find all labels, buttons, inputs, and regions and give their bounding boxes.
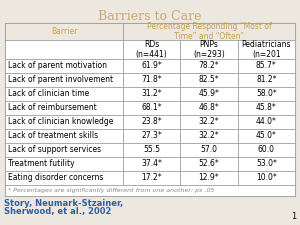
Bar [5, 143, 123, 157]
Text: 17.2*: 17.2* [141, 173, 162, 182]
Text: 81.2*: 81.2* [256, 76, 277, 85]
Bar [123, 171, 180, 185]
Text: Barriers to Care: Barriers to Care [98, 10, 202, 23]
Text: PNPs
(n=293): PNPs (n=293) [193, 40, 225, 59]
Text: 10.0*: 10.0* [256, 173, 277, 182]
Bar [180, 101, 238, 115]
Text: 58.0*: 58.0* [256, 90, 277, 99]
Bar [180, 157, 238, 171]
Bar [238, 59, 295, 73]
Bar [180, 40, 238, 59]
Bar [180, 143, 238, 157]
Bar [238, 87, 295, 101]
Text: Percentage Responding “Most of
Time” and “Often”: Percentage Responding “Most of Time” and… [147, 22, 272, 41]
Bar [5, 73, 123, 87]
Bar [5, 23, 295, 196]
Bar [123, 87, 180, 101]
Bar [5, 157, 123, 171]
Text: Lack of clinician knowledge: Lack of clinician knowledge [8, 117, 113, 126]
Text: 85.7*: 85.7* [256, 61, 277, 70]
Text: Lack of support services: Lack of support services [8, 146, 101, 155]
Text: 27.3*: 27.3* [141, 131, 162, 140]
Bar [123, 115, 180, 129]
Text: 45.8*: 45.8* [256, 104, 277, 112]
Text: 71.8*: 71.8* [141, 76, 162, 85]
Bar [123, 157, 180, 171]
Text: 61.9*: 61.9* [141, 61, 162, 70]
Bar [123, 129, 180, 143]
Bar [180, 171, 238, 185]
Bar [5, 185, 295, 196]
Text: 82.5*: 82.5* [199, 76, 219, 85]
Text: Pediatricians
(n=201: Pediatricians (n=201 [242, 40, 291, 59]
Bar [238, 40, 295, 59]
Bar [180, 129, 238, 143]
Bar [123, 73, 180, 87]
Bar [5, 115, 123, 129]
Text: RDs
(n=441): RDs (n=441) [136, 40, 167, 59]
Text: 52.6*: 52.6* [199, 160, 219, 169]
Bar [5, 59, 123, 73]
Bar [238, 115, 295, 129]
Bar [123, 101, 180, 115]
Text: 32.2*: 32.2* [199, 117, 219, 126]
Bar [238, 143, 295, 157]
Text: Sherwood, et al., 2002: Sherwood, et al., 2002 [4, 207, 111, 216]
Bar [180, 59, 238, 73]
Text: Barrier: Barrier [51, 27, 77, 36]
Text: 46.8*: 46.8* [199, 104, 219, 112]
Bar [180, 87, 238, 101]
Bar [5, 23, 123, 40]
Bar [5, 40, 123, 59]
Bar [238, 171, 295, 185]
Text: 44.0*: 44.0* [256, 117, 277, 126]
Text: Eating disorder concerns: Eating disorder concerns [8, 173, 103, 182]
Text: 31.2*: 31.2* [141, 90, 162, 99]
Text: Lack of clinician time: Lack of clinician time [8, 90, 89, 99]
Bar [123, 59, 180, 73]
Text: 12.9*: 12.9* [199, 173, 219, 182]
Bar [123, 23, 295, 40]
Text: Lack of parent involvement: Lack of parent involvement [8, 76, 113, 85]
Text: 37.4*: 37.4* [141, 160, 162, 169]
Text: Treatment futility: Treatment futility [8, 160, 75, 169]
Text: Lack of treatment skills: Lack of treatment skills [8, 131, 98, 140]
Bar [123, 40, 180, 59]
Text: 55.5: 55.5 [143, 146, 160, 155]
Text: 60.0: 60.0 [258, 146, 275, 155]
Text: 23.8*: 23.8* [141, 117, 162, 126]
Text: Lack of parent motivation: Lack of parent motivation [8, 61, 107, 70]
Text: 68.1*: 68.1* [141, 104, 162, 112]
Bar [5, 171, 123, 185]
Bar [238, 129, 295, 143]
Text: 1: 1 [291, 212, 296, 221]
Bar [238, 157, 295, 171]
Text: 45.9*: 45.9* [199, 90, 219, 99]
Bar [238, 73, 295, 87]
Text: Lack of reimbursement: Lack of reimbursement [8, 104, 97, 112]
Text: * Percentages are significantly different from one another; ps .05: * Percentages are significantly differen… [8, 188, 214, 193]
Bar [5, 87, 123, 101]
Bar [238, 101, 295, 115]
Text: 57.0: 57.0 [200, 146, 218, 155]
Text: 78.2*: 78.2* [199, 61, 219, 70]
Text: 53.0*: 53.0* [256, 160, 277, 169]
Bar [5, 129, 123, 143]
Text: 32.2*: 32.2* [199, 131, 219, 140]
Bar [180, 115, 238, 129]
Bar [123, 143, 180, 157]
Bar [180, 73, 238, 87]
Text: Story, Neumark-Stzainer,: Story, Neumark-Stzainer, [4, 199, 123, 208]
Bar [5, 101, 123, 115]
Text: 45.0*: 45.0* [256, 131, 277, 140]
